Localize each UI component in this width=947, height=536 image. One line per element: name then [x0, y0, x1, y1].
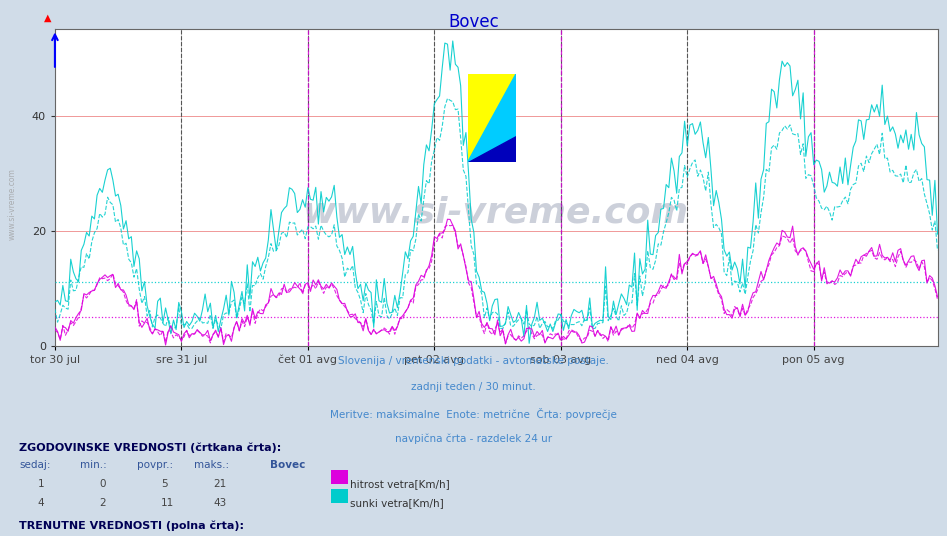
Text: 2: 2 — [99, 498, 106, 509]
Polygon shape — [468, 74, 516, 162]
Text: 5: 5 — [161, 479, 168, 489]
Text: navpična črta - razdelek 24 ur: navpična črta - razdelek 24 ur — [395, 434, 552, 444]
Text: Bovec: Bovec — [448, 13, 499, 32]
Text: 21: 21 — [213, 479, 226, 489]
Text: sedaj:: sedaj: — [19, 460, 50, 470]
Text: maks.:: maks.: — [194, 460, 229, 470]
Text: 4: 4 — [38, 498, 45, 509]
Text: 0: 0 — [99, 479, 106, 489]
Text: 1: 1 — [38, 479, 45, 489]
Text: Bovec: Bovec — [270, 460, 305, 470]
Text: www.si-vreme.com: www.si-vreme.com — [303, 196, 689, 230]
Text: Slovenija / vremenski podatki - avtomatske postaje.: Slovenija / vremenski podatki - avtomats… — [338, 356, 609, 367]
Text: povpr.:: povpr.: — [137, 460, 173, 470]
Text: ZGODOVINSKE VREDNOSTI (črtkana črta):: ZGODOVINSKE VREDNOSTI (črtkana črta): — [19, 442, 281, 453]
Text: hitrost vetra[Km/h]: hitrost vetra[Km/h] — [350, 479, 450, 489]
Polygon shape — [468, 136, 516, 162]
Text: www.si-vreme.com: www.si-vreme.com — [8, 168, 17, 240]
Text: ▲: ▲ — [44, 13, 51, 23]
Text: sunki vetra[Km/h]: sunki vetra[Km/h] — [350, 498, 444, 509]
Text: 43: 43 — [213, 498, 226, 509]
Text: 11: 11 — [161, 498, 174, 509]
Text: min.:: min.: — [80, 460, 107, 470]
Text: TRENUTNE VREDNOSTI (polna črta):: TRENUTNE VREDNOSTI (polna črta): — [19, 521, 244, 532]
Text: Meritve: maksimalne  Enote: metrične  Črta: povprečje: Meritve: maksimalne Enote: metrične Črta… — [331, 408, 616, 420]
Text: zadnji teden / 30 minut.: zadnji teden / 30 minut. — [411, 382, 536, 392]
Polygon shape — [468, 74, 516, 162]
